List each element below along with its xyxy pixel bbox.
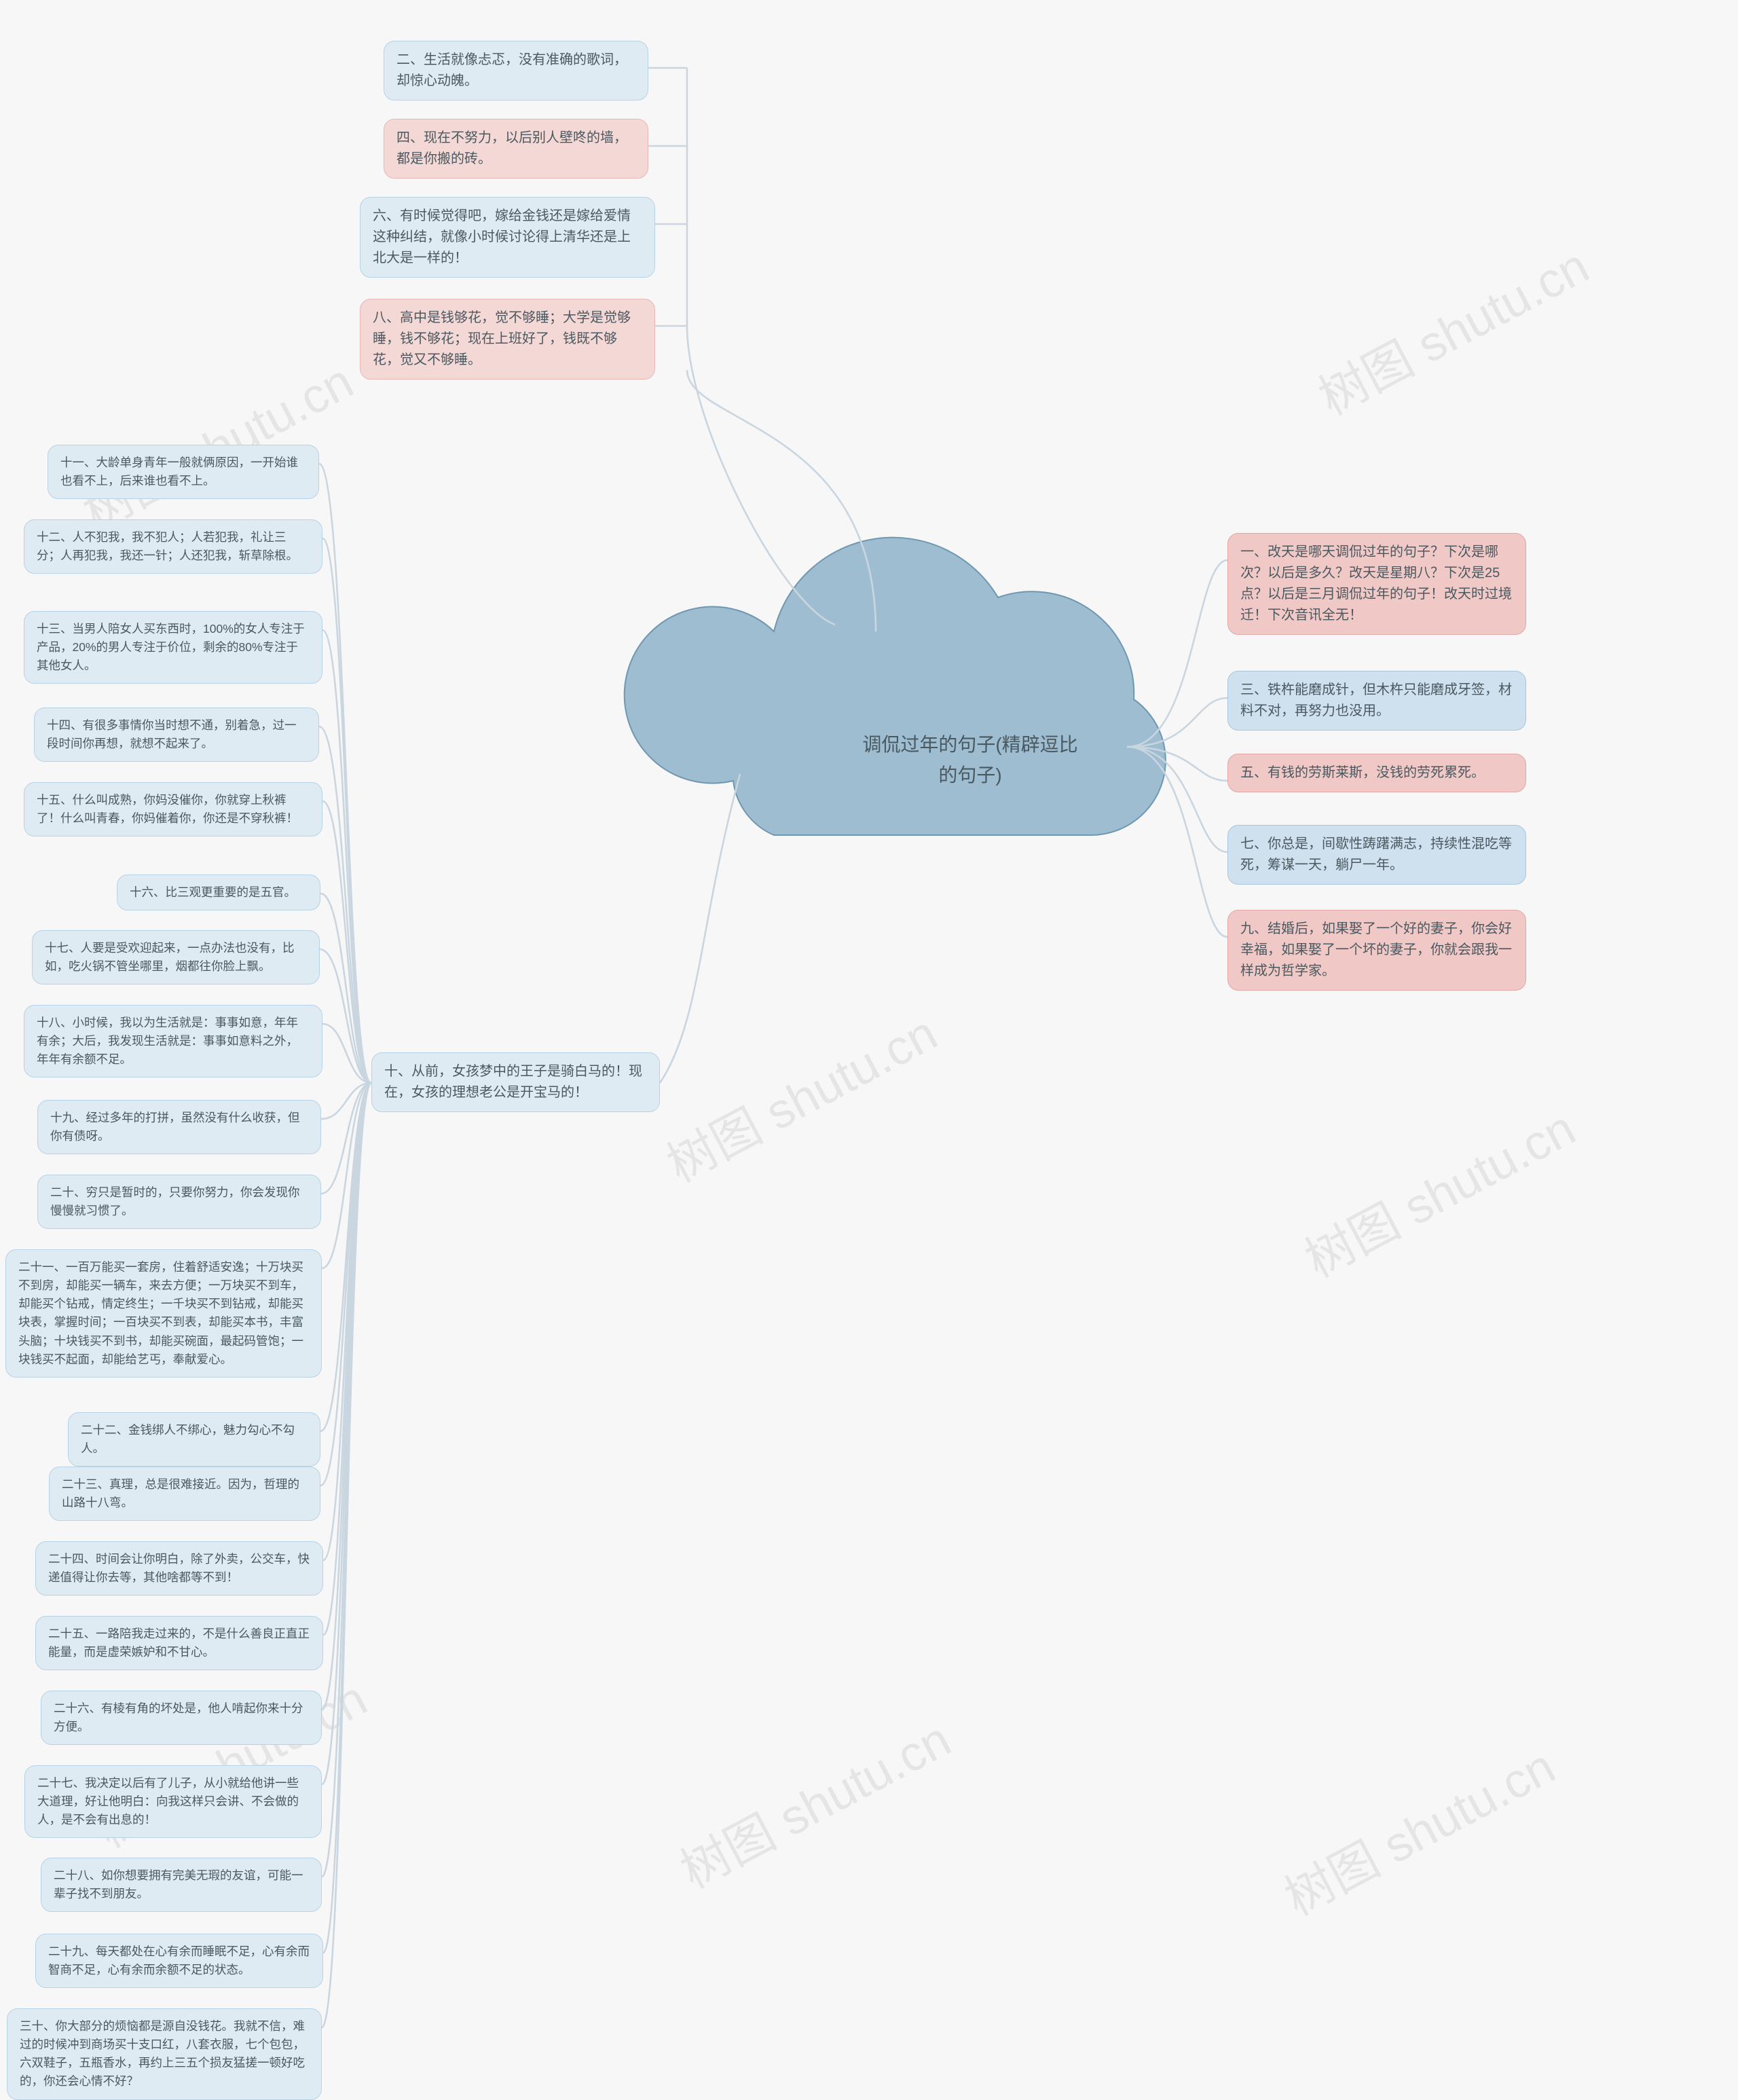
watermark: 树图 shutu.cn (69, 342, 363, 544)
watermark: 树图 shutu.cn (1270, 1727, 1565, 1929)
mindmap-node: 八、高中是钱够花，觉不够睡；大学是觉够睡，钱不够花；现在上班好了，钱既不够花，觉… (360, 299, 655, 380)
mindmap-node: 七、你总是，间歇性踌躇满志，持续性混吃等死，筹谋一天，躺尸一年。 (1227, 825, 1526, 885)
mindmap-node: 五、有钱的劳斯莱斯，没钱的劳死累死。 (1227, 754, 1526, 792)
watermark: 树图 shutu.cn (666, 1700, 961, 1902)
mindmap-node: 十一、大龄单身青年一般就俩原因，一开始谁也看不上，后来谁也看不上。 (48, 445, 319, 499)
mindmap-node: 二十五、一路陪我走过来的，不是什么善良正直正能量，而是虚荣嫉妒和不甘心。 (35, 1616, 323, 1670)
mindmap-node: 二十九、每天都处在心有余而睡眠不足，心有余而智商不足，心有余而余额不足的状态。 (35, 1934, 323, 1988)
mindmap-node: 二十三、真理，总是很难接近。因为，哲理的山路十八弯。 (49, 1467, 320, 1521)
mindmap-node: 二十八、如你想要拥有完美无瑕的友谊，可能一辈子找不到朋友。 (41, 1858, 322, 1912)
center-line2: 的句子) (938, 765, 1001, 786)
mindmap-node: 十五、什么叫成熟，你妈没催你，你就穿上秋裤了！什么叫青春，你妈催着你，你还是不穿… (24, 782, 322, 836)
mindmap-node: 二十六、有棱有角的坏处是，他人啃起你来十分方便。 (41, 1691, 322, 1745)
mindmap-node: 一、改天是哪天调侃过年的句子？下次是哪次？以后是多久？改天是星期八？下次是25点… (1227, 533, 1526, 635)
mindmap-node: 十七、人要是受欢迎起来，一点办法也没有，比如，吃火锅不管坐哪里，烟都往你脸上飘。 (32, 930, 320, 984)
mindmap-node: 十四、有很多事情你当时想不通，别着急，过一段时间你再想，就想不起来了。 (34, 707, 319, 762)
mindmap-node: 二十、穷只是暂时的，只要你努力，你会发现你慢慢就习惯了。 (37, 1175, 321, 1229)
mindmap-node: 十六、比三观更重要的是五官。 (117, 874, 320, 910)
mindmap-node: 三、铁杵能磨成针，但木杵只能磨成牙签，材料不对，再努力也没用。 (1227, 671, 1526, 731)
mindmap-node: 二十一、一百万能买一套房，住着舒适安逸；十万块买不到房，却能买一辆车，来去方便；… (5, 1249, 322, 1378)
mindmap-node: 十九、经过多年的打拼，虽然没有什么收获，但你有债呀。 (37, 1100, 321, 1154)
watermark: 树图 shutu.cn (652, 994, 947, 1196)
mindmap-node: 二十七、我决定以后有了儿子，从小就给他讲一些大道理，好让他明白：向我这样只会讲、… (24, 1765, 322, 1838)
mindmap-node: 九、结婚后，如果娶了一个好的妻子，你会好幸福，如果娶了一个坏的妻子，你就会跟我一… (1227, 910, 1526, 991)
watermark: 树图 shutu.cn (1291, 1089, 1585, 1291)
mindmap-canvas: 树图 shutu.cn 树图 shutu.cn 树图 shutu.cn 树图 s… (0, 0, 1738, 2051)
center-line1: 调侃过年的句子(精辟逗比 (862, 734, 1077, 755)
mindmap-node: 四、现在不努力，以后别人壁咚的墙，都是你搬的砖。 (384, 119, 648, 179)
branch-node: 十、从前，女孩梦中的王子是骑白马的！现在，女孩的理想老公是开宝马的！ (371, 1052, 660, 1112)
mindmap-node: 三十、你大部分的烦恼都是源自没钱花。我就不信，难过的时候冲到商场买十支口红，八套… (7, 2008, 322, 2100)
watermark: 树图 shutu.cn (1304, 227, 1599, 428)
mindmap-node: 十三、当男人陪女人买东西时，100%的女人专注于产品，20%的男人专注于价位，剩… (24, 611, 322, 684)
mindmap-node: 二十四、时间会让你明白，除了外卖，公交车，快递值得让你去等，其他啥都等不到！ (35, 1541, 323, 1596)
mindmap-node: 六、有时候觉得吧，嫁给金钱还是嫁给爱情这种纠结，就像小时候讨论得上清华还是上北大… (360, 197, 655, 278)
center-title: 调侃过年的句子(精辟逗比 的句子) (845, 730, 1096, 791)
mindmap-node: 十二、人不犯我，我不犯人；人若犯我，礼让三分；人再犯我，我还一针；人还犯我，斩草… (24, 519, 322, 574)
mindmap-node: 十八、小时候，我以为生活就是：事事如意，年年有余；大后，我发现生活就是：事事如意… (24, 1005, 322, 1077)
mindmap-node: 二十二、金钱绑人不绑心，魅力勾心不勾人。 (68, 1412, 320, 1467)
mindmap-node: 二、生活就像忐忑，没有准确的歌词，却惊心动魄。 (384, 41, 648, 100)
